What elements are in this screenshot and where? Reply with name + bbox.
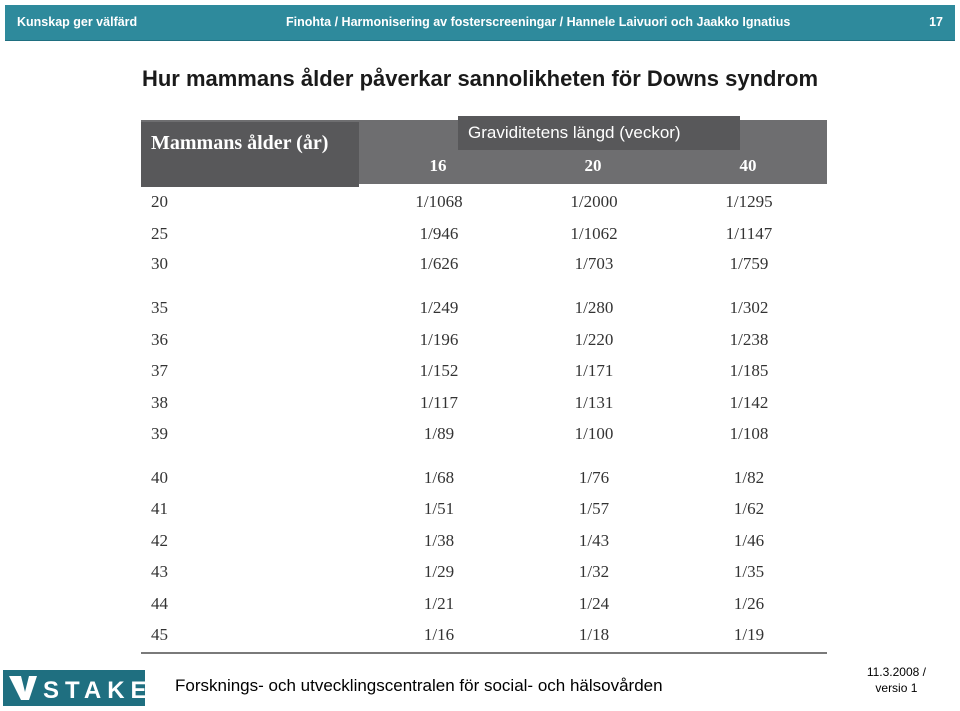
- table-row: 36 1/196 1/220 1/238: [141, 330, 827, 354]
- week-column-40: 40: [739, 156, 757, 175]
- table-row: 40 1/68 1/76 1/82: [141, 468, 827, 492]
- week-16-cell: 1/946: [419, 224, 459, 243]
- week-16-cell: 1/68: [423, 468, 455, 487]
- header-left-label: Kunskap ger välfärd: [17, 15, 138, 29]
- week-16-cell: 1/38: [423, 531, 455, 550]
- week-20-cell: 1/100: [574, 424, 614, 443]
- week-40-cell: 1/302: [729, 298, 769, 317]
- stakes-logo: STAKES: [3, 670, 169, 706]
- age-column-header-label: Mammans ålder (år): [151, 132, 329, 154]
- table-row: 20 1/1068 1/2000 1/1295: [141, 192, 827, 216]
- week-40-cell: 1/185: [729, 361, 769, 380]
- age-cell: 43: [151, 562, 168, 581]
- table-row: 35 1/249 1/280 1/302: [141, 298, 827, 322]
- table-row: 30 1/626 1/703 1/759: [141, 254, 827, 278]
- logo-text: STAKES: [43, 677, 145, 704]
- footer-version: versio 1: [875, 681, 918, 695]
- table-row: 45 1/16 1/18 1/19: [141, 625, 827, 649]
- week-40-cell: 1/82: [733, 468, 765, 487]
- age-cell: 30: [151, 254, 168, 273]
- age-cell: 44: [151, 594, 168, 613]
- week-20-cell: 1/57: [578, 499, 610, 518]
- week-40-cell: 1/35: [733, 562, 765, 581]
- week-20-cell: 1/1062: [570, 224, 618, 243]
- week-16-cell: 1/1068: [415, 192, 463, 211]
- week-40-cell: 1/19: [733, 625, 765, 644]
- week-20-cell: 1/43: [578, 531, 610, 550]
- table-row: 44 1/21 1/24 1/26: [141, 594, 827, 618]
- age-cell: 20: [151, 192, 168, 211]
- table-bottom-rule: [141, 652, 827, 654]
- age-cell: 40: [151, 468, 168, 487]
- age-cell: 35: [151, 298, 168, 317]
- age-cell: 38: [151, 393, 168, 412]
- week-16-cell: 1/51: [423, 499, 455, 518]
- week-40-cell: 1/759: [729, 254, 769, 273]
- week-40-cell: 1/142: [729, 393, 769, 412]
- table-row: 41 1/51 1/57 1/62: [141, 499, 827, 523]
- week-40-cell: 1/1295: [725, 192, 773, 211]
- table-row: 38 1/117 1/131 1/142: [141, 393, 827, 417]
- week-40-cell: 1/46: [733, 531, 765, 550]
- table-row: 25 1/946 1/1062 1/1147: [141, 224, 827, 248]
- week-40-cell: 1/1147: [725, 224, 773, 243]
- header-bar: Kunskap ger välfärd Finohta / Harmoniser…: [5, 5, 955, 41]
- week-20-cell: 1/280: [574, 298, 614, 317]
- footer-organization: Forsknings- och utvecklingscentralen för…: [175, 676, 663, 695]
- week-16-cell: 1/626: [419, 254, 459, 273]
- stakes-logo-graphic: STAKES: [3, 670, 169, 706]
- week-20-cell: 1/2000: [570, 192, 618, 211]
- breadcrumb: Finohta / Harmonisering av fosterscreeni…: [286, 15, 791, 29]
- week-40-cell: 1/238: [729, 330, 769, 349]
- week-20-cell: 1/24: [578, 594, 610, 613]
- age-cell: 37: [151, 361, 168, 380]
- age-column-header: Mammans ålder (år): [141, 122, 359, 187]
- footer-date: 11.3.2008 /: [866, 665, 926, 679]
- table-row: 43 1/29 1/32 1/35: [141, 562, 827, 586]
- week-column-20: 20: [584, 156, 602, 175]
- table-row: 39 1/89 1/100 1/108: [141, 424, 827, 448]
- week-20-cell: 1/703: [574, 254, 614, 273]
- week-20-cell: 1/171: [574, 361, 614, 380]
- week-20-cell: 1/76: [578, 468, 610, 487]
- week-16-cell: 1/117: [419, 393, 459, 412]
- age-cell: 41: [151, 499, 168, 518]
- week-40-cell: 1/62: [733, 499, 765, 518]
- week-column-16: 16: [429, 156, 447, 175]
- week-20-cell: 1/18: [578, 625, 610, 644]
- weeks-column-header-label: Graviditetens längd (veckor): [468, 123, 681, 142]
- page-number: 17: [929, 15, 943, 29]
- week-16-cell: 1/89: [423, 424, 455, 443]
- weeks-column-header: Graviditetens längd (veckor): [458, 116, 740, 150]
- week-16-cell: 1/29: [423, 562, 455, 581]
- week-20-cell: 1/32: [578, 562, 610, 581]
- age-cell: 25: [151, 224, 168, 243]
- table-row: 42 1/38 1/43 1/46: [141, 531, 827, 555]
- page-title: Hur mammans ålder påverkar sannolikheten…: [141, 66, 819, 91]
- week-40-cell: 1/108: [729, 424, 769, 443]
- week-20-cell: 1/131: [574, 393, 614, 412]
- week-16-cell: 1/196: [419, 330, 459, 349]
- week-20-cell: 1/220: [574, 330, 614, 349]
- age-cell: 39: [151, 424, 168, 443]
- week-16-cell: 1/249: [419, 298, 459, 317]
- week-16-cell: 1/152: [419, 361, 459, 380]
- week-40-cell: 1/26: [733, 594, 765, 613]
- age-cell: 45: [151, 625, 168, 644]
- age-cell: 42: [151, 531, 168, 550]
- age-cell: 36: [151, 330, 168, 349]
- table-row: 37 1/152 1/171 1/185: [141, 361, 827, 385]
- week-16-cell: 1/16: [423, 625, 455, 644]
- footer-date-version: 11.3.2008 / versio 1: [867, 664, 926, 696]
- week-16-cell: 1/21: [423, 594, 455, 613]
